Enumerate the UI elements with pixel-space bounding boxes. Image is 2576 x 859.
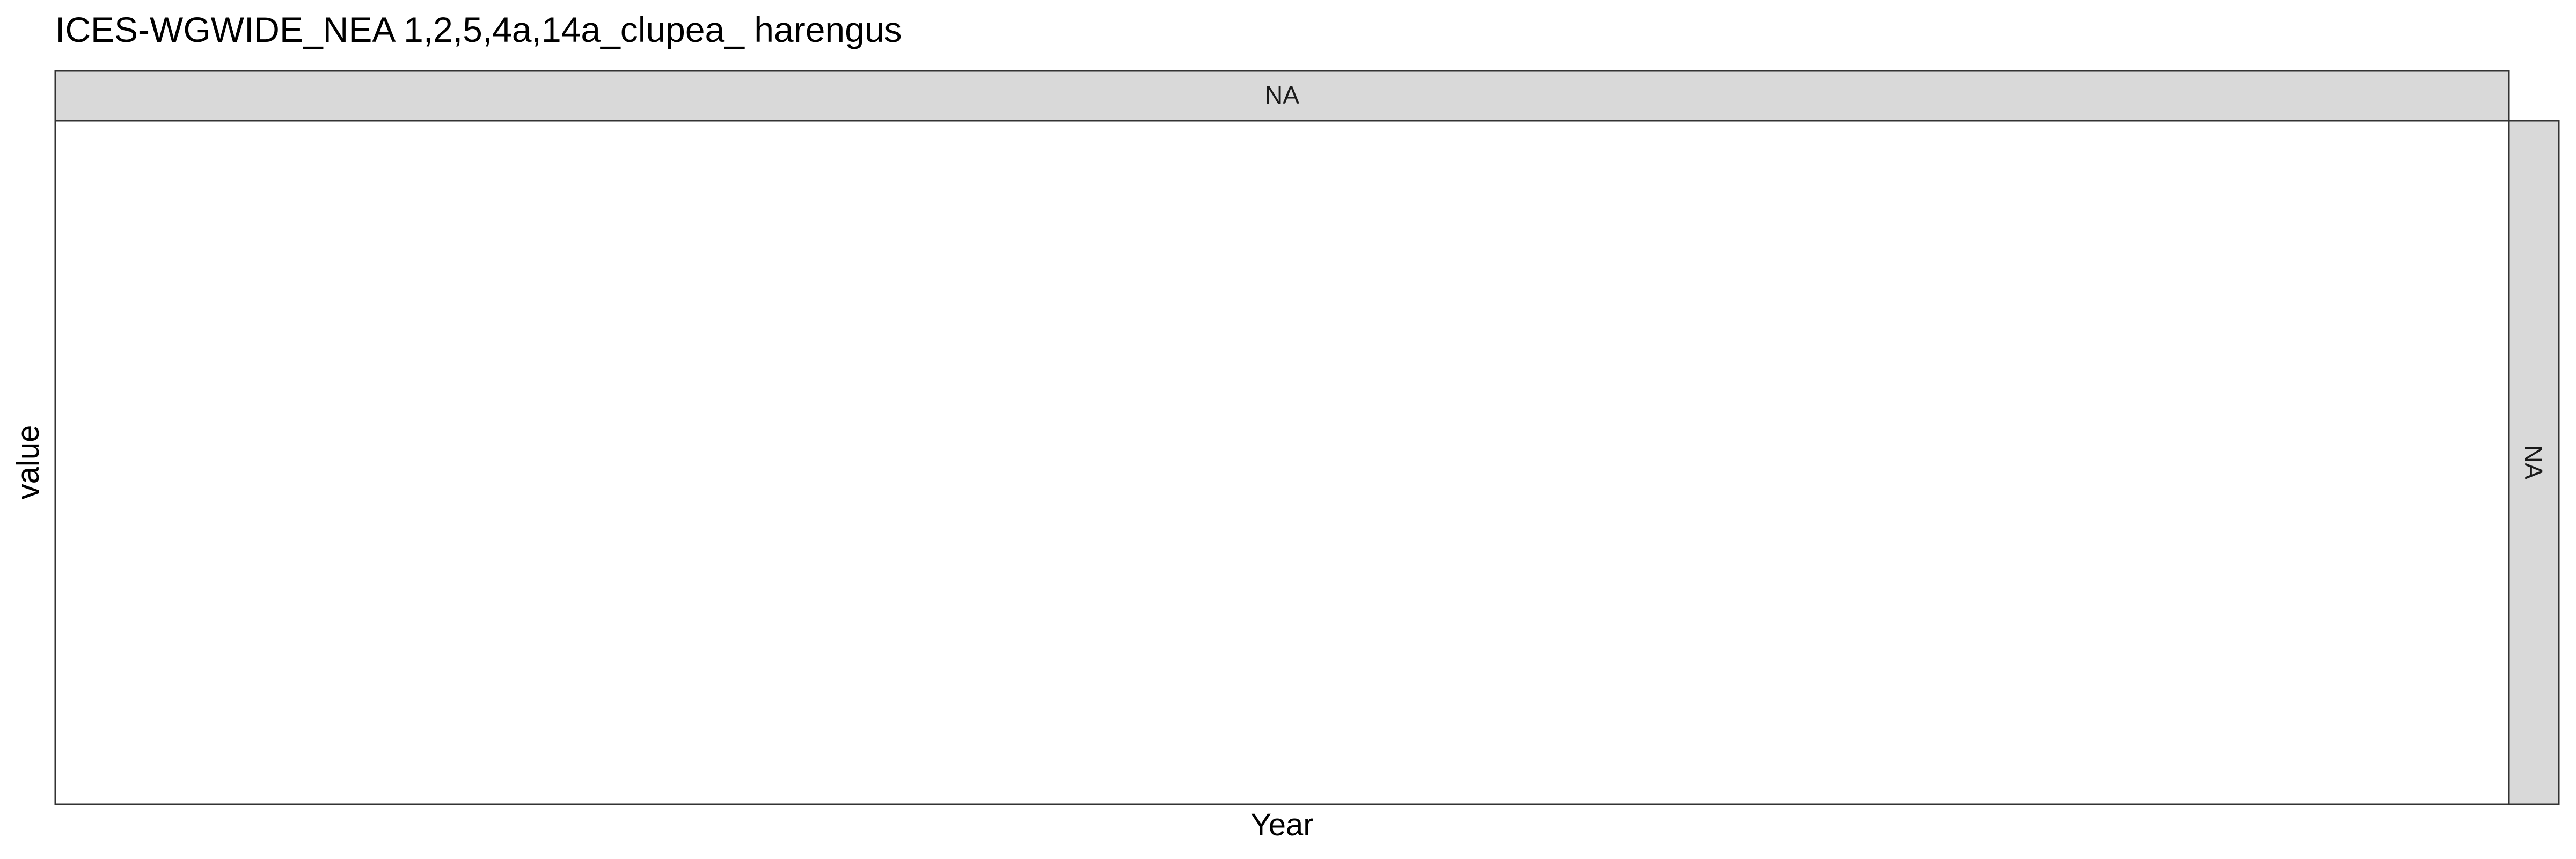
y-axis-label: value (11, 425, 46, 500)
chart-title: ICES-WGWIDE_NEA 1,2,5,4a,14a_clupea_ har… (55, 10, 902, 49)
column-strip: NA (54, 70, 2510, 122)
column-strip-background (54, 70, 2510, 122)
x-axis-label: Year (1250, 807, 1313, 842)
row-strip: NA (2508, 120, 2560, 805)
row-strip-background (2508, 120, 2560, 805)
plot-panel (54, 120, 2510, 805)
row-strip-label: NA (2520, 445, 2548, 479)
column-strip-label: NA (1265, 81, 1299, 109)
